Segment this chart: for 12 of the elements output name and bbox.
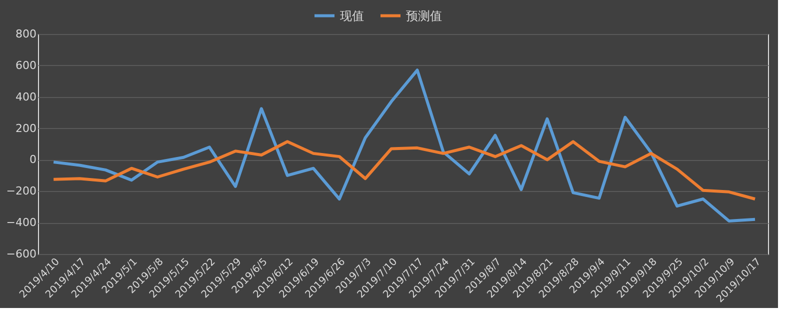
- y-tick-label: 600: [16, 58, 36, 72]
- legend-label: 现值: [340, 8, 364, 23]
- y-tick-label: 400: [16, 90, 36, 104]
- line-series: [52, 68, 757, 222]
- y-tick-label: 200: [16, 122, 36, 135]
- y-tick-label: 0: [30, 153, 36, 166]
- y-tick-label: −600: [6, 248, 36, 260]
- y-tick-label: 800: [16, 28, 36, 40]
- legend-label: 预测值: [406, 8, 442, 23]
- y-tick-label: −200: [6, 184, 36, 198]
- line-series: [52, 140, 757, 200]
- y-tick-label: −400: [6, 216, 36, 230]
